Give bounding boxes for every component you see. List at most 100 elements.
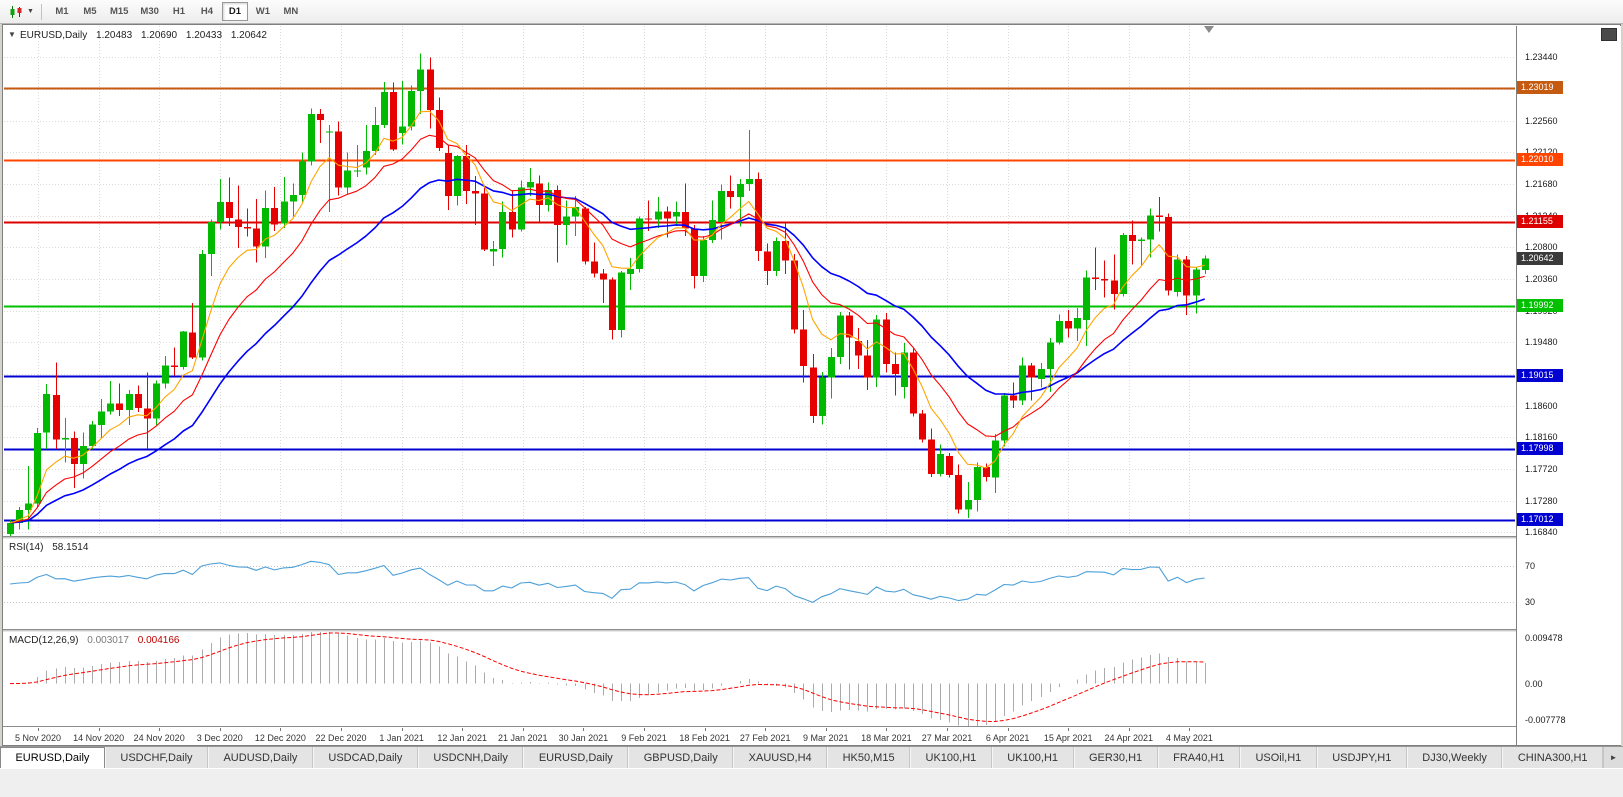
date-axis[interactable]: 5 Nov 2020 14 Nov 2020 24 Nov 2020 3 Dec 20…	[4, 728, 1515, 745]
panel-separator[interactable]	[3, 536, 1620, 539]
rsi-header: RSI(14) 58.1514	[9, 542, 94, 553]
chart-tab-16-china300-h1[interactable]: CHINA300,H1	[1502, 747, 1603, 768]
one-click-trading-toggle[interactable]: ▼	[8, 30, 16, 39]
chart-symbol-period: EURUSD,Daily	[20, 30, 88, 41]
chart-tab-3-usdcad-daily[interactable]: USDCAD,Daily	[312, 747, 418, 768]
date-label: 14 Nov 2020	[73, 733, 125, 743]
moving-average-line	[9, 178, 1205, 524]
timeframe-button-m15[interactable]: M15	[109, 6, 129, 17]
date-label: 6 Apr 2021	[985, 733, 1030, 743]
chart-tab-1-usdchf-daily[interactable]: USDCHF,Daily	[104, 747, 208, 768]
price-tick-label: 1.22560	[1525, 115, 1558, 126]
date-label: 27 Mar 2021	[921, 733, 973, 743]
rsi-name: RSI(14)	[9, 542, 44, 553]
timeframe-button-d1[interactable]: D1	[221, 2, 248, 21]
date-label: 15 Apr 2021	[1043, 733, 1093, 743]
date-label: 12 Dec 2020	[254, 733, 306, 743]
dropdown-caret-icon: ▼	[27, 8, 34, 15]
chart-tab-14-usdjpy-h1[interactable]: USDJPY,H1	[1316, 747, 1407, 768]
ohlc-low: 1.20433	[185, 30, 223, 41]
chart-tab-6-gbpusd-daily[interactable]: GBPUSD,Daily	[628, 747, 734, 768]
price-tick-label: 1.21680	[1525, 179, 1558, 189]
date-label: 3 Dec 2020	[196, 733, 243, 743]
macd-indicator-chart[interactable]	[4, 632, 1515, 726]
price-tick-label: 1.17720	[1525, 464, 1558, 475]
price-level-tag: 1.19015	[1517, 368, 1563, 382]
chart-tab-8-hk50-m15[interactable]: HK50,M15	[827, 747, 911, 768]
chart-title: EURUSD,Daily 1.20483 1.20690 1.20433 1.2…	[20, 30, 273, 41]
ohlc-open: 1.20483	[96, 30, 133, 41]
macd-header: MACD(12,26,9) 0.003017 0.004166	[9, 635, 185, 646]
chart-tab-9-uk100-h1[interactable]: UK100,H1	[910, 747, 992, 768]
chart-tabs: EURUSD,Daily USDCHF,Daily AUDUSD,Daily USDC…	[0, 747, 1603, 768]
ohlc-high: 1.20690	[140, 30, 178, 41]
timeframe-button-m1[interactable]: M1	[55, 6, 69, 17]
chart-tab-12-fra40-h1[interactable]: FRA40,H1	[1157, 747, 1240, 768]
date-label: 18 Feb 2021	[679, 733, 730, 743]
grid-layer	[4, 26, 1515, 536]
price-tick-label: 1.18160	[1525, 432, 1558, 443]
main-price-chart[interactable]	[4, 26, 1515, 536]
current-price-tag: 1.20642	[1517, 251, 1563, 265]
macd-signal-value: 0.004166	[137, 635, 180, 646]
rsi-line	[9, 560, 1205, 603]
toolbar-separator	[40, 3, 42, 20]
timeframe-button-h4[interactable]: H4	[200, 6, 213, 17]
date-ticks	[38, 728, 1190, 731]
ohlc-close: 1.20642	[230, 30, 267, 41]
price-level-tag: 1.22010	[1517, 153, 1563, 167]
chart-window: ▼ EURUSD,Daily 1.20483 1.20690 1.20433 1…	[2, 24, 1621, 746]
date-label: 5 Nov 2020	[14, 733, 62, 743]
horizontal-lines-layer	[4, 87, 1515, 522]
price-level-tag: 1.21155	[1517, 214, 1563, 228]
price-axis[interactable]: 1.234401.230001.225601.221201.216801.212…	[1516, 26, 1621, 745]
price-tick-label: 1.16840	[1525, 527, 1558, 538]
macd-histogram	[19, 632, 1206, 726]
chart-tab-11-ger30-h1[interactable]: GER30,H1	[1073, 747, 1158, 768]
date-label: 21 Jan 2021	[498, 733, 548, 743]
date-label: 22 Dec 2020	[315, 733, 367, 743]
chart-tab-7-xauusd-h4[interactable]: XAUUSD,H4	[733, 747, 828, 768]
macd-axis-label: 0.00	[1525, 678, 1543, 689]
candles-layer	[7, 53, 1209, 536]
price-level-tag: 1.23019	[1517, 80, 1563, 94]
chart-corner-button[interactable]	[1601, 28, 1617, 41]
macd-name: MACD(12,26,9)	[9, 635, 79, 646]
timeframe-button-group: M1 M5 M15 M30 H1 H4 D1 W1 MN	[48, 2, 305, 21]
macd-axis-label: -0.007778	[1525, 715, 1566, 725]
chart-shift-marker[interactable]	[1204, 26, 1214, 33]
date-label: 12 Jan 2021	[437, 733, 487, 743]
price-tick-label: 1.20800	[1525, 242, 1558, 253]
chart-type-dropdown-button[interactable]: ▼	[5, 3, 38, 21]
candlestick-chart-icon	[10, 5, 22, 18]
timeframe-button-w1[interactable]: W1	[255, 6, 271, 17]
chart-tab-10-uk100-h1[interactable]: UK100,H1	[991, 747, 1074, 768]
rsi-indicator-chart[interactable]	[4, 539, 1515, 629]
timeframe-button-m30[interactable]: M30	[140, 6, 159, 17]
panel-separator[interactable]	[3, 629, 1620, 632]
rsi-level-label: 30	[1525, 597, 1536, 607]
timeframe-button-m5[interactable]: M5	[83, 6, 97, 17]
chart-tab-4-usdcnh-daily[interactable]: USDCNH,Daily	[417, 747, 524, 768]
price-level-tag: 1.17012	[1517, 513, 1563, 527]
date-label: 9 Feb 2021	[621, 733, 667, 743]
date-label: 27 Feb 2021	[739, 733, 791, 743]
date-label: 1 Jan 2021	[379, 733, 424, 743]
price-level-tag: 1.19992	[1517, 298, 1563, 312]
chart-tab-0-eurusd-daily[interactable]: EURUSD,Daily	[0, 747, 105, 768]
timeframe-button-h1[interactable]: H1	[172, 6, 185, 17]
timeframe-button-mn[interactable]: MN	[283, 6, 299, 17]
chart-tab-bar: EURUSD,Daily USDCHF,Daily AUDUSD,Daily USDC…	[0, 746, 1623, 768]
price-tick-label: 1.17280	[1525, 495, 1558, 506]
macd-signal-line	[9, 632, 1205, 723]
chart-tab-15-dj30-weekly[interactable]: DJ30,Weekly	[1406, 747, 1503, 768]
chart-tab-13-usoil-h1[interactable]: USOil,H1	[1239, 747, 1317, 768]
price-tick-label: 1.22120	[1525, 147, 1558, 157]
chart-tab-5-eurusd-daily[interactable]: EURUSD,Daily	[523, 747, 629, 768]
date-label: 30 Jan 2021	[558, 733, 609, 743]
timeframe-toolbar: ▼ M1 M5 M15 M30 H1 H4 D1 W1 MN	[0, 0, 1623, 24]
chart-plot-area[interactable]: ▼ EURUSD,Daily 1.20483 1.20690 1.20433 1…	[4, 26, 1515, 745]
tab-scroll-right-button[interactable]: ►	[1603, 747, 1623, 768]
chart-tab-2-audusd-daily[interactable]: AUDUSD,Daily	[208, 747, 313, 768]
